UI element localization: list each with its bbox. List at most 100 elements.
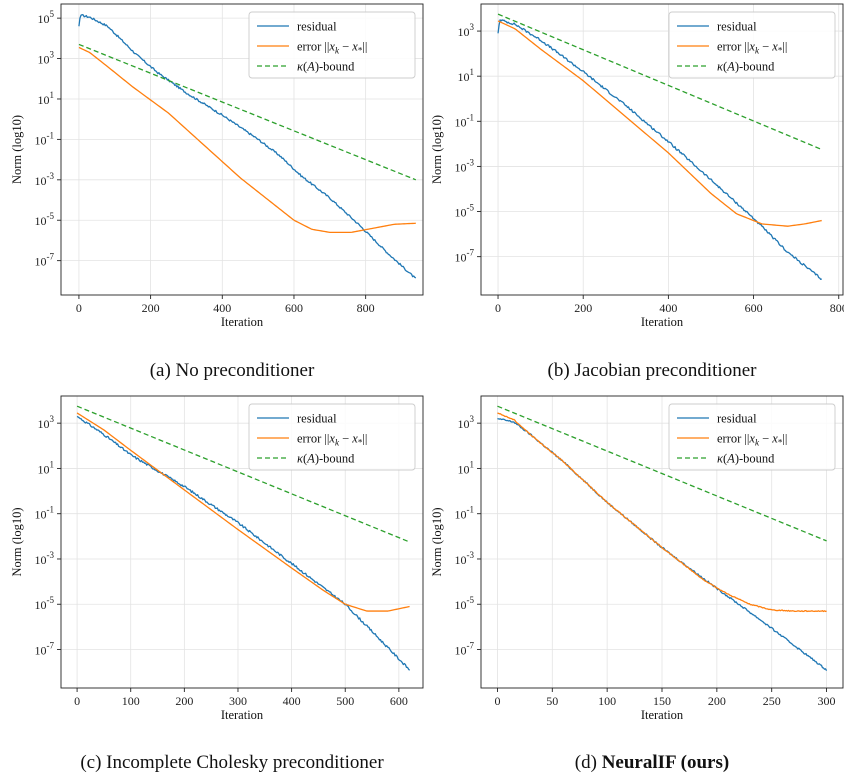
x-tick-label: 400 xyxy=(213,301,231,315)
series-error-line xyxy=(497,412,827,613)
x-tick-label: 0 xyxy=(74,694,80,708)
legend-label-residual: residual xyxy=(297,412,337,426)
y-tick-label: 10-3 xyxy=(35,171,55,188)
y-tick-label: 101 xyxy=(458,459,475,476)
y-tick-label: 10-7 xyxy=(455,248,475,265)
y-tick-label: 10-5 xyxy=(35,211,55,228)
series-bound-line xyxy=(76,405,410,543)
series-bound-line xyxy=(497,405,827,542)
series-residual-line xyxy=(76,415,411,671)
legend-label-bound: κ(A)-bound xyxy=(717,60,775,74)
axes-frame xyxy=(480,3,844,296)
x-axis-label: Iteration xyxy=(221,708,264,722)
series-bound-line xyxy=(78,43,417,181)
y-tick-label: 10-5 xyxy=(455,595,475,612)
y-tick-label: 10-7 xyxy=(455,641,475,658)
y-tick-label: 101 xyxy=(38,90,55,107)
y-tick-label: 101 xyxy=(38,459,55,476)
legend: residual error ||xk − x*|| κ(A)-bound xyxy=(248,11,416,79)
x-axis-label: Iteration xyxy=(221,315,264,329)
legend: residual error ||xk − x*|| κ(A)-bound xyxy=(668,11,836,79)
y-tick-label: 103 xyxy=(38,50,55,67)
x-tick-label: 50 xyxy=(546,694,558,708)
legend-label-error: error ||xk − x*|| xyxy=(297,40,367,56)
chart-b: 0 200 400 600 800 10-7 10-5 10-3 10-1 101 103 Itera… xyxy=(430,3,844,329)
legend-label-bound: κ(A)-bound xyxy=(297,452,355,466)
legend: residual error ||xk − x*|| κ(A)-bound xyxy=(668,403,836,471)
legend-box xyxy=(668,11,836,79)
legend-box xyxy=(248,403,416,471)
chart-c: 0 100 200 300 400 500 600 10-7 10-5 10-3 10-1 101 10… xyxy=(10,395,424,722)
y-axis-label: Norm (log10) xyxy=(430,115,444,184)
x-tick-label: 600 xyxy=(745,301,763,315)
x-tick-label: 200 xyxy=(574,301,592,315)
x-tick-label: 100 xyxy=(598,694,616,708)
legend-label-error: error ||xk − x*|| xyxy=(717,40,787,56)
y-tick-label: 10-7 xyxy=(35,641,55,658)
y-tick-label: 105 xyxy=(38,9,55,26)
series-residual-line xyxy=(497,19,822,281)
axes-frame xyxy=(60,395,424,689)
series-error-line xyxy=(78,46,416,233)
y-tick-label: 103 xyxy=(38,414,55,431)
y-tick-label: 103 xyxy=(458,22,475,39)
x-tick-label: 150 xyxy=(653,694,671,708)
legend-label-error: error ||xk − x*|| xyxy=(297,432,367,448)
y-tick-label: 10-3 xyxy=(35,550,55,567)
chart-d: 0 50 100 150 200 250 300 10-7 10-5 10-3 10-1 101 103… xyxy=(430,395,844,722)
x-axis-label: Iteration xyxy=(641,708,684,722)
x-tick-label: 250 xyxy=(763,694,781,708)
y-tick-label: 10-1 xyxy=(455,112,475,129)
chart-a: 0 200 400 600 800 10-7 10-5 10-3 10-1 101 103 105 It… xyxy=(10,3,424,329)
x-tick-label: 200 xyxy=(708,694,726,708)
chart-caption: (d) NeuralIF (ours) xyxy=(575,752,729,773)
series-bound-line xyxy=(497,13,822,151)
x-axis-label: Iteration xyxy=(641,315,684,329)
legend-label-bound: κ(A)-bound xyxy=(717,452,775,466)
legend: residual error ||xk − x*|| κ(A)-bound xyxy=(248,403,416,471)
legend-label-residual: residual xyxy=(297,20,337,34)
legend-label-residual: residual xyxy=(717,412,757,426)
x-tick-label: 100 xyxy=(122,694,140,708)
x-tick-label: 600 xyxy=(285,301,303,315)
x-tick-label: 400 xyxy=(659,301,677,315)
y-tick-label: 10-1 xyxy=(455,505,475,522)
y-tick-label: 10-5 xyxy=(35,595,55,612)
y-tick-label: 10-1 xyxy=(35,505,55,522)
x-tick-label: 300 xyxy=(818,694,836,708)
x-tick-label: 500 xyxy=(336,694,354,708)
series-error-line xyxy=(497,20,822,227)
x-tick-label: 600 xyxy=(390,694,408,708)
x-tick-label: 0 xyxy=(495,301,501,315)
x-tick-label: 0 xyxy=(76,301,82,315)
x-tick-label: 200 xyxy=(142,301,160,315)
axes-frame xyxy=(60,3,424,296)
legend-label-residual: residual xyxy=(717,20,757,34)
y-axis-label: Norm (log10) xyxy=(430,507,444,576)
y-tick-label: 101 xyxy=(458,67,475,84)
x-tick-label: 0 xyxy=(494,694,500,708)
legend-label-bound: κ(A)-bound xyxy=(297,60,355,74)
x-tick-label: 800 xyxy=(830,301,844,315)
y-tick-label: 10-1 xyxy=(35,130,55,147)
y-tick-label: 10-5 xyxy=(455,203,475,220)
x-tick-label: 200 xyxy=(175,694,193,708)
legend-box xyxy=(248,11,416,79)
chart-caption: (b) Jacobian preconditioner xyxy=(548,360,758,381)
y-axis-label: Norm (log10) xyxy=(10,115,24,184)
y-tick-label: 10-3 xyxy=(455,157,475,174)
legend-label-error: error ||xk − x*|| xyxy=(717,432,787,448)
y-tick-label: 10-7 xyxy=(35,252,55,269)
series-residual-line xyxy=(78,14,417,279)
y-tick-label: 10-3 xyxy=(455,550,475,567)
chart-caption: (a) No preconditioner xyxy=(150,360,315,381)
x-tick-label: 300 xyxy=(229,694,247,708)
y-tick-label: 103 xyxy=(458,414,475,431)
y-axis-label: Norm (log10) xyxy=(10,507,24,576)
series-error-line xyxy=(76,412,410,612)
chart-caption: (c) Incomplete Cholesky preconditioner xyxy=(80,752,384,773)
x-tick-label: 800 xyxy=(357,301,375,315)
x-tick-label: 400 xyxy=(283,694,301,708)
legend-box xyxy=(668,403,836,471)
